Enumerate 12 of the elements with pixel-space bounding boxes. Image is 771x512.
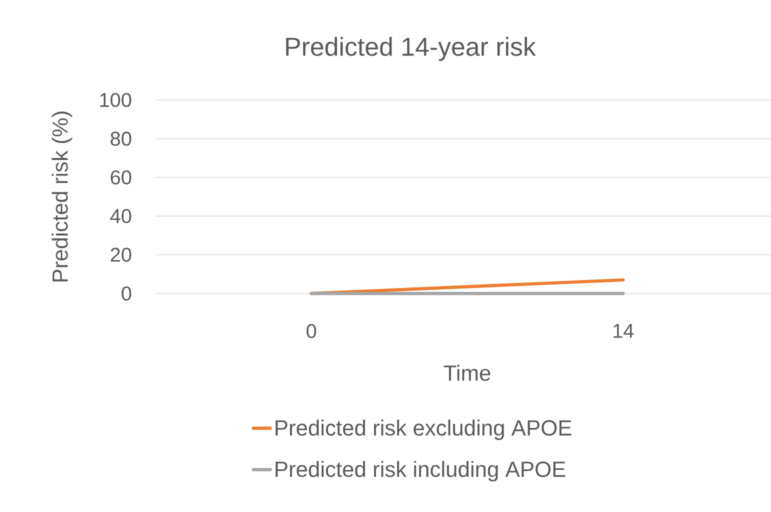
legend-label: Predicted risk including APOE: [276, 460, 566, 482]
x-tick-label: 14: [614, 324, 634, 338]
y-axis-title: Predicted risk (%): [52, 112, 72, 282]
y-tick-label: 80: [110, 132, 132, 146]
y-tick-label: 60: [110, 170, 132, 184]
chart-title: Predicted 14-year risk: [286, 36, 536, 62]
x-axis-title: Time: [444, 364, 490, 381]
y-tick-label: 40: [110, 209, 132, 224]
y-tick-label: 0: [122, 286, 132, 301]
y-tick-label: 20: [110, 248, 132, 262]
legend-label: Predicted risk excluding APOE: [276, 420, 572, 440]
y-tick-label: 100: [100, 92, 132, 108]
